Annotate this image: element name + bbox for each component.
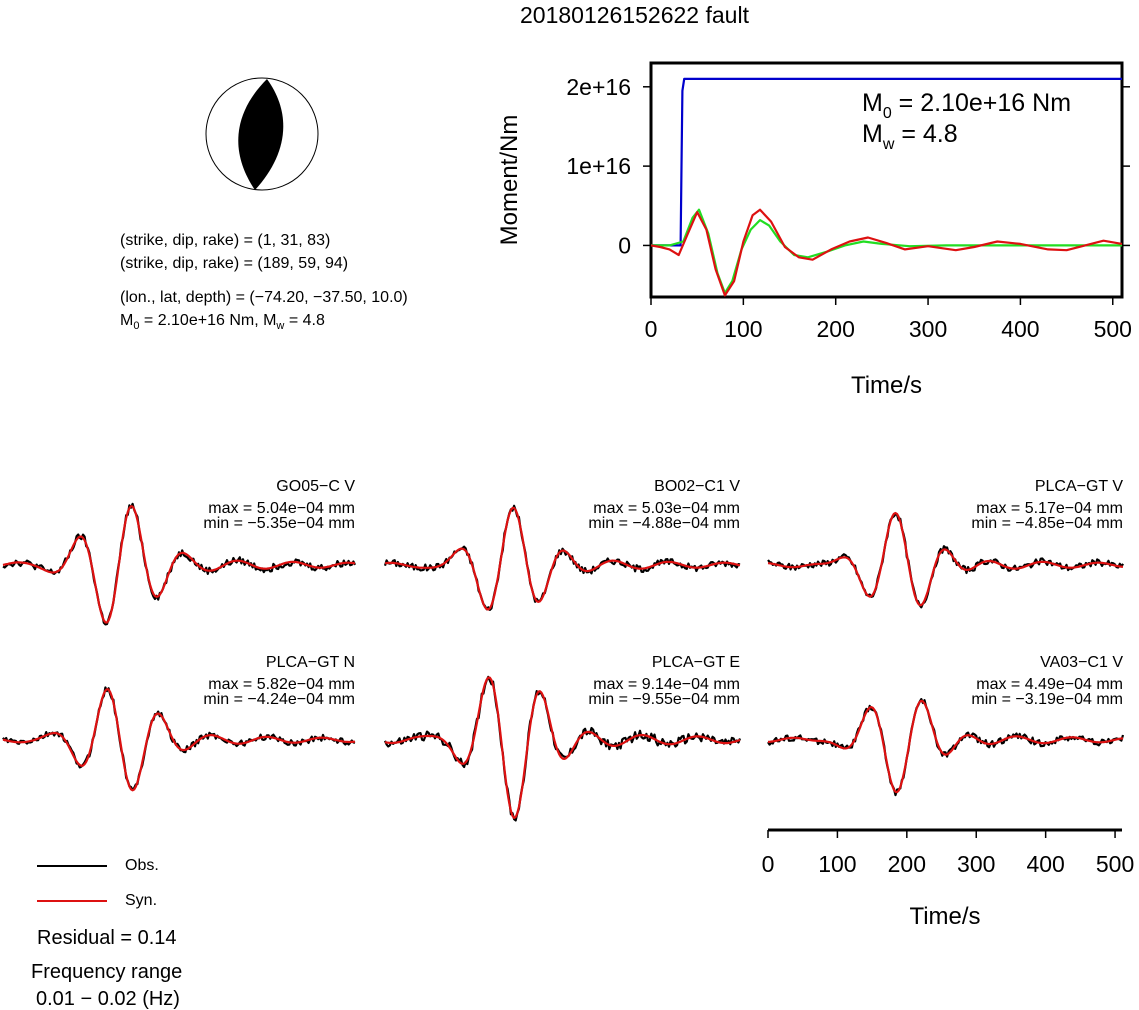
moment-x-tick-label: 200 xyxy=(817,316,855,342)
waveform-x-tick-label: 0 xyxy=(762,851,775,877)
moment-y-axis-label: Moment/Nm xyxy=(496,115,523,246)
residual-text: Residual = 0.14 xyxy=(37,927,177,949)
moment-series-0 xyxy=(651,77,1122,247)
frequency-range-value: 0.01 − 0.02 (Hz) xyxy=(36,988,180,1010)
moment-annotation-mw: Mw = 4.8 xyxy=(862,120,958,153)
waveform-min-label: min = −5.35e−04 mm xyxy=(203,515,355,532)
waveform-max-label: max = 4.49e−04 mm xyxy=(976,676,1123,693)
waveform-obs-5 xyxy=(767,697,1125,797)
beachball-focal-mechanism xyxy=(205,77,319,191)
beachball-compressional-quadrant xyxy=(238,79,284,190)
moment-x-axis-label: Time/s xyxy=(851,372,922,399)
waveform-x-tick-label: 100 xyxy=(818,851,856,877)
waveform-x-tick-label: 200 xyxy=(888,851,926,877)
legend-obs-label: Obs. xyxy=(125,857,159,874)
moment-plot-frame xyxy=(649,61,1124,299)
moment-summary: M0 = 2.10e+16 Nm, Mw = 4.8 xyxy=(120,312,325,333)
legend-obs-line xyxy=(37,865,107,867)
moment-x-tick-label: 300 xyxy=(909,316,947,342)
waveform-station-label: PLCA−GT N xyxy=(265,654,355,671)
waveform-min-label: min = −4.24e−04 mm xyxy=(203,691,355,708)
waveform-station-label: VA03−C1 V xyxy=(1040,654,1123,671)
waveform-station-label: BO02−C1 V xyxy=(654,478,740,495)
waveform-max-label: max = 5.04e−04 mm xyxy=(208,500,355,517)
legend-syn-line xyxy=(37,900,107,902)
waveform-syn-1 xyxy=(384,506,741,611)
moment-y-tick-label: 0 xyxy=(618,232,631,258)
waveform-max-label: max = 9.14e−04 mm xyxy=(593,676,740,693)
waveform-max-label: max = 5.03e−04 mm xyxy=(593,500,740,517)
moment-annotation-m0: M0 = 2.10e+16 Nm xyxy=(862,89,1071,122)
waveform-x-axis-label: Time/s xyxy=(909,903,980,930)
waveform-max-label: max = 5.17e−04 mm xyxy=(976,500,1123,517)
moment-series-2 xyxy=(650,208,1123,297)
moment-x-tick-label: 500 xyxy=(1094,316,1132,342)
waveform-syn-0 xyxy=(2,505,356,624)
waveform-syn-4 xyxy=(384,676,741,820)
waveform-syn-2 xyxy=(767,511,1124,607)
hypocenter-location: (lon., lat, depth) = (−74.20, −37.50, 10… xyxy=(120,289,408,306)
waveform-obs-3 xyxy=(2,686,356,792)
waveform-syn-3 xyxy=(2,688,356,792)
waveform-min-label: min = −4.85e−04 mm xyxy=(971,515,1123,532)
moment-y-tick-label: 1e+16 xyxy=(566,153,631,179)
waveform-x-tick-label: 500 xyxy=(1096,851,1134,877)
nodal-plane-1: (strike, dip, rake) = (1, 31, 83) xyxy=(120,232,331,249)
legend-syn-label: Syn. xyxy=(125,892,158,909)
moment-x-tick-label: 400 xyxy=(1001,316,1039,342)
frequency-range-title: Frequency range xyxy=(31,961,183,983)
waveform-station-label: PLCA−GT V xyxy=(1034,478,1123,495)
waveform-syn-5 xyxy=(767,699,1124,794)
nodal-plane-2: (strike, dip, rake) = (189, 59, 94) xyxy=(120,255,349,272)
waveform-obs-4 xyxy=(383,675,742,822)
moment-series-1 xyxy=(651,208,1122,295)
waveform-min-label: min = −9.55e−04 mm xyxy=(588,691,740,708)
waveform-x-tick-label: 400 xyxy=(1026,851,1064,877)
moment-x-tick-label: 100 xyxy=(724,316,762,342)
page-title: 20180126152622 fault xyxy=(520,2,749,28)
moment-rate-chart: 0 100 200 300 400 500 0 1e+16 2e+16 Time/s Moment/… xyxy=(496,61,1132,399)
waveform-station-label: PLCA−GT E xyxy=(651,654,740,671)
waveform-station-label: GO05−C V xyxy=(276,478,355,495)
waveform-min-label: min = −4.88e−04 mm xyxy=(588,515,740,532)
moment-y-tick-label: 2e+16 xyxy=(566,74,631,100)
moment-x-tick-label: 0 xyxy=(645,316,658,342)
waveform-min-label: min = −3.19e−04 mm xyxy=(971,691,1123,708)
waveform-x-tick-label: 300 xyxy=(957,851,995,877)
waveform-max-label: max = 5.82e−04 mm xyxy=(208,676,355,693)
